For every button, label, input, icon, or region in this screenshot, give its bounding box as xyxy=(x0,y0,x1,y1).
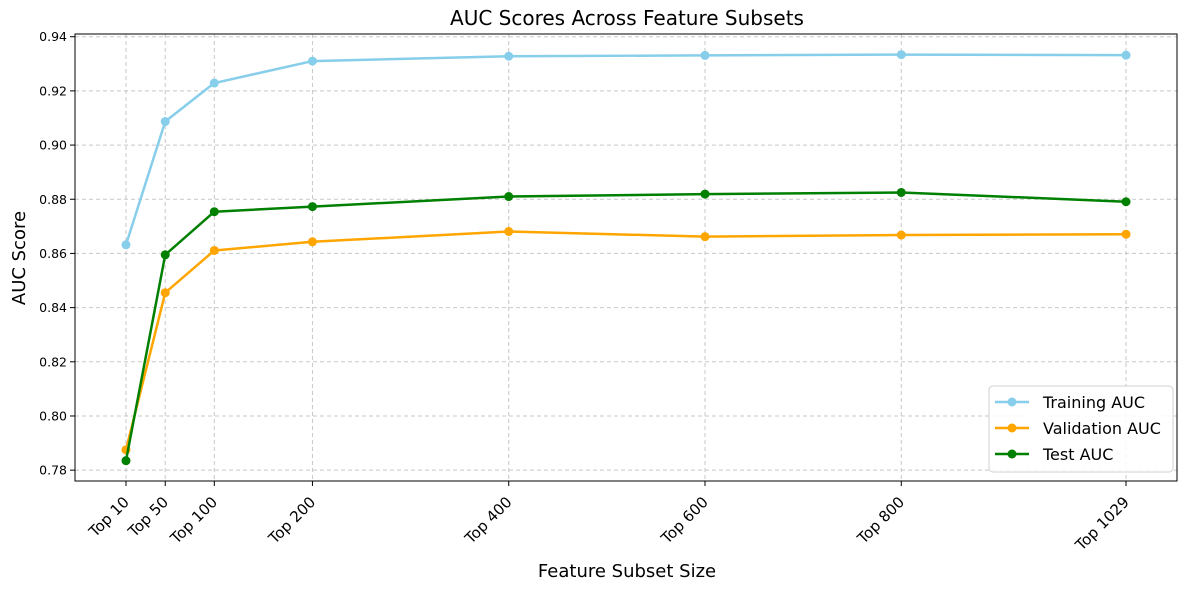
series-test-auc xyxy=(121,187,1131,466)
data-point xyxy=(504,226,514,236)
data-point xyxy=(896,50,906,60)
legend-label: Test AUC xyxy=(1042,445,1113,464)
y-tick-label: 0.92 xyxy=(39,83,67,98)
data-point xyxy=(209,207,219,217)
y-tick-label: 0.88 xyxy=(39,192,67,207)
y-axis-label: AUC Score xyxy=(9,211,30,305)
data-point xyxy=(504,192,514,202)
data-point xyxy=(121,240,131,250)
legend-box xyxy=(988,385,1174,473)
legend-item: Test AUC xyxy=(995,445,1113,464)
data-point xyxy=(209,245,219,255)
plot-frame xyxy=(74,33,1178,482)
data-point xyxy=(209,78,219,88)
series-layer xyxy=(121,50,1131,466)
data-point xyxy=(700,189,710,199)
data-point xyxy=(160,288,170,298)
y-tick-label: 0.90 xyxy=(39,138,67,153)
x-axis-label: Feature Subset Size xyxy=(538,561,716,582)
data-point xyxy=(307,56,317,66)
y-tick-label: 0.80 xyxy=(39,408,67,423)
y-tick-label: 0.84 xyxy=(39,300,67,315)
data-point xyxy=(1121,229,1131,239)
series-line xyxy=(124,230,1127,451)
legend-item: Validation AUC xyxy=(995,419,1161,438)
chart-title: AUC Scores Across Feature Subsets xyxy=(450,6,804,30)
legend-marker xyxy=(1007,397,1017,407)
series-validation-auc xyxy=(121,226,1131,455)
y-tick-label: 0.94 xyxy=(39,29,67,44)
data-point xyxy=(307,237,317,247)
data-point xyxy=(307,202,317,212)
data-point xyxy=(896,230,906,240)
data-point xyxy=(1121,197,1131,207)
data-point xyxy=(504,51,514,61)
series-line xyxy=(124,53,1127,246)
data-point xyxy=(896,187,906,197)
data-point xyxy=(160,117,170,127)
legend-label: Training AUC xyxy=(1042,393,1145,412)
y-tick-label: 0.78 xyxy=(39,463,67,478)
legend: Training AUC Validation AUC Test AUC xyxy=(988,385,1174,473)
legend-item: Training AUC xyxy=(995,393,1145,412)
y-tick-label: 0.86 xyxy=(39,246,67,261)
y-tick-label: 0.82 xyxy=(39,354,67,369)
data-point xyxy=(700,232,710,242)
legend-marker xyxy=(1007,423,1017,433)
series-line xyxy=(124,191,1127,461)
data-point xyxy=(160,250,170,260)
data-point xyxy=(1121,50,1131,60)
data-point xyxy=(121,456,131,466)
series-training-auc xyxy=(121,50,1131,250)
legend-marker xyxy=(1007,449,1017,459)
legend-label: Validation AUC xyxy=(1043,419,1161,438)
data-point xyxy=(700,50,710,60)
